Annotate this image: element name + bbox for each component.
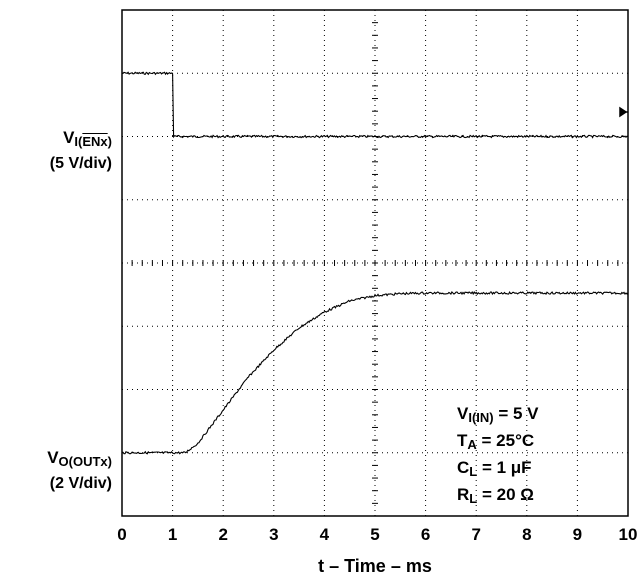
channel1-scale: (5 V/div) <box>49 155 112 172</box>
channel2-symbol: V <box>47 448 59 467</box>
channel1-subscript-overbar: ENx <box>82 134 108 149</box>
condition-ambient-temp: TA = 25°C <box>457 429 539 456</box>
condition-input-voltage: VI(IN) = 5 V <box>457 402 539 429</box>
condition-symbol: R <box>457 485 470 504</box>
condition-value: = 25°C <box>476 431 535 450</box>
condition-symbol: T <box>457 431 468 450</box>
condition-value: = 1 μF <box>477 458 532 477</box>
x-tick-label: 4 <box>320 525 330 544</box>
condition-subscript: I(IN) <box>468 410 494 425</box>
condition-symbol: V <box>457 404 469 423</box>
x-tick-label: 2 <box>218 525 227 544</box>
plot-grid <box>121 9 629 517</box>
channel1-subscript: I( <box>74 134 83 149</box>
x-axis-label: t – Time – ms <box>318 556 432 576</box>
trace-enable-input <box>121 71 629 139</box>
x-tick-label: 7 <box>471 525 480 544</box>
x-tick-label: 10 <box>619 525 638 544</box>
x-tick-label: 6 <box>421 525 430 544</box>
trace-output-voltage <box>121 290 629 455</box>
channel1-label: VI(ENx) (5 V/div) <box>0 127 112 175</box>
channel2-subscript: O(OUTx) <box>58 454 112 469</box>
x-tick-label: 9 <box>573 525 582 544</box>
x-tick-labels: 0 1 2 3 4 5 6 7 8 9 10 <box>117 525 637 544</box>
plot-traces <box>121 71 629 455</box>
x-tick-label: 0 <box>117 525 126 544</box>
condition-load-capacitance: CL = 1 μF <box>457 456 539 483</box>
condition-load-resistance: RL = 20 Ω <box>457 483 539 510</box>
condition-symbol: C <box>457 458 470 477</box>
channel1-symbol: V <box>63 128 75 147</box>
channel2-scale: (2 V/div) <box>49 475 112 492</box>
test-conditions: VI(IN) = 5 V TA = 25°C CL = 1 μF RL = 20… <box>457 402 539 510</box>
condition-value: = 20 Ω <box>477 485 534 504</box>
channel2-label: VO(OUTx) (2 V/div) <box>0 447 112 495</box>
condition-subscript: L <box>469 464 478 479</box>
x-tick-label: 8 <box>522 525 531 544</box>
condition-subscript: L <box>469 491 478 506</box>
x-tick-label: 1 <box>168 525 177 544</box>
condition-subscript: A <box>467 437 477 452</box>
channel1-subscript-close: ) <box>107 134 112 149</box>
condition-value: = 5 V <box>493 404 539 423</box>
trigger-marker-icon <box>619 106 628 118</box>
x-tick-label: 5 <box>370 525 379 544</box>
x-tick-label: 3 <box>269 525 278 544</box>
